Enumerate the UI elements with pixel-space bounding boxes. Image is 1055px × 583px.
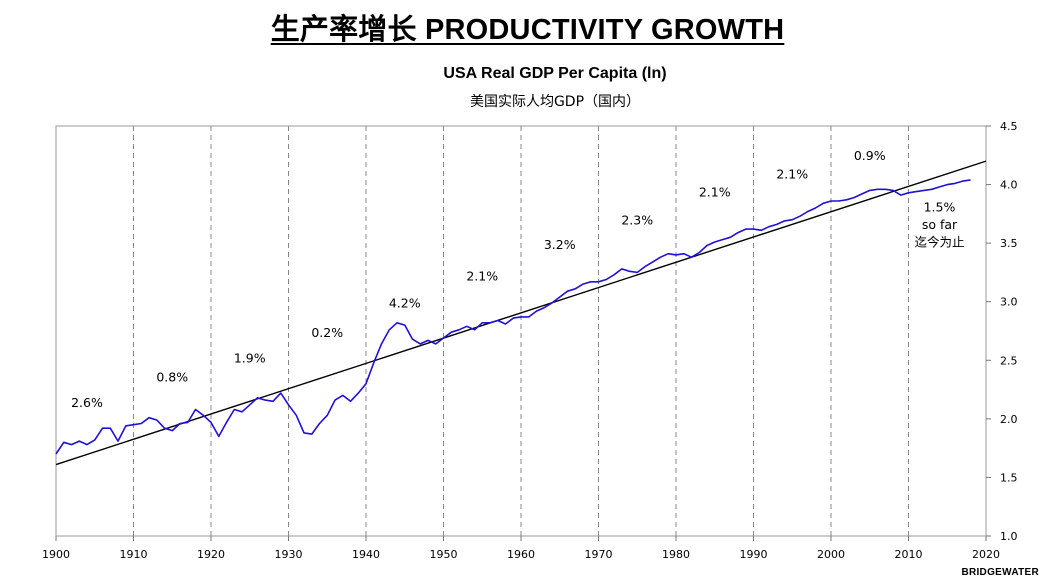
- annotation-5: 2.1%: [466, 269, 498, 284]
- annotation-1: 0.8%: [156, 369, 188, 384]
- annotation-12: so far: [922, 217, 958, 232]
- x-tick-label-1970: 1970: [585, 548, 613, 561]
- x-tick-label-2010: 2010: [895, 548, 923, 561]
- x-tick-label-1910: 1910: [120, 548, 148, 561]
- y-tick-label-4.0: 4.0: [1000, 179, 1018, 192]
- x-tick-label-1980: 1980: [662, 548, 690, 561]
- x-tick-label-1920: 1920: [197, 548, 225, 561]
- main-title: 生产率增长 PRODUCTIVITY GROWTH: [270, 14, 785, 46]
- y-tick-label-3.5: 3.5: [1000, 237, 1018, 250]
- x-tick-label-1960: 1960: [507, 548, 535, 561]
- bridgewater-logo-text: BRIDGEWATER: [961, 567, 1039, 578]
- trend-line: [55, 160, 987, 466]
- chart-subtitle: 美国实际人均GDP（国内）: [469, 94, 641, 110]
- annotation-7: 2.3%: [621, 212, 653, 227]
- x-tick-label-1950: 1950: [430, 548, 458, 561]
- gdp-series-line: [55, 179, 971, 455]
- annotation-10: 0.9%: [854, 148, 886, 163]
- x-tick-label-1990: 1990: [740, 548, 768, 561]
- annotation-3: 0.2%: [311, 325, 343, 340]
- annotation-8: 2.1%: [699, 184, 731, 199]
- y-tick-label-1.0: 1.0: [1000, 530, 1018, 543]
- x-tick-label-1940: 1940: [352, 548, 380, 561]
- annotation-2: 1.9%: [234, 351, 266, 366]
- annotation-4: 4.2%: [389, 296, 421, 311]
- x-tick-label-1900: 1900: [42, 548, 70, 561]
- x-tick-label-1930: 1930: [275, 548, 303, 561]
- y-tick-label-2.5: 2.5: [1000, 354, 1018, 367]
- y-tick-label-4.5: 4.5: [1000, 120, 1018, 133]
- x-tick-label-2020: 2020: [972, 548, 1000, 561]
- x-tick-label-2000: 2000: [817, 548, 845, 561]
- annotation-11: 1.5%: [924, 200, 956, 215]
- annotation-13: 迄今为止: [914, 235, 964, 250]
- y-tick-label-3.0: 3.0: [1000, 296, 1018, 309]
- annotation-9: 2.1%: [776, 167, 808, 182]
- chart-title: USA Real GDP Per Capita (ln): [443, 65, 667, 82]
- annotation-6: 3.2%: [544, 237, 576, 252]
- annotation-0: 2.6%: [71, 395, 103, 410]
- y-tick-label-2.0: 2.0: [1000, 413, 1018, 426]
- plot-frame: [55, 125, 987, 537]
- y-tick-label-1.5: 1.5: [1000, 471, 1018, 484]
